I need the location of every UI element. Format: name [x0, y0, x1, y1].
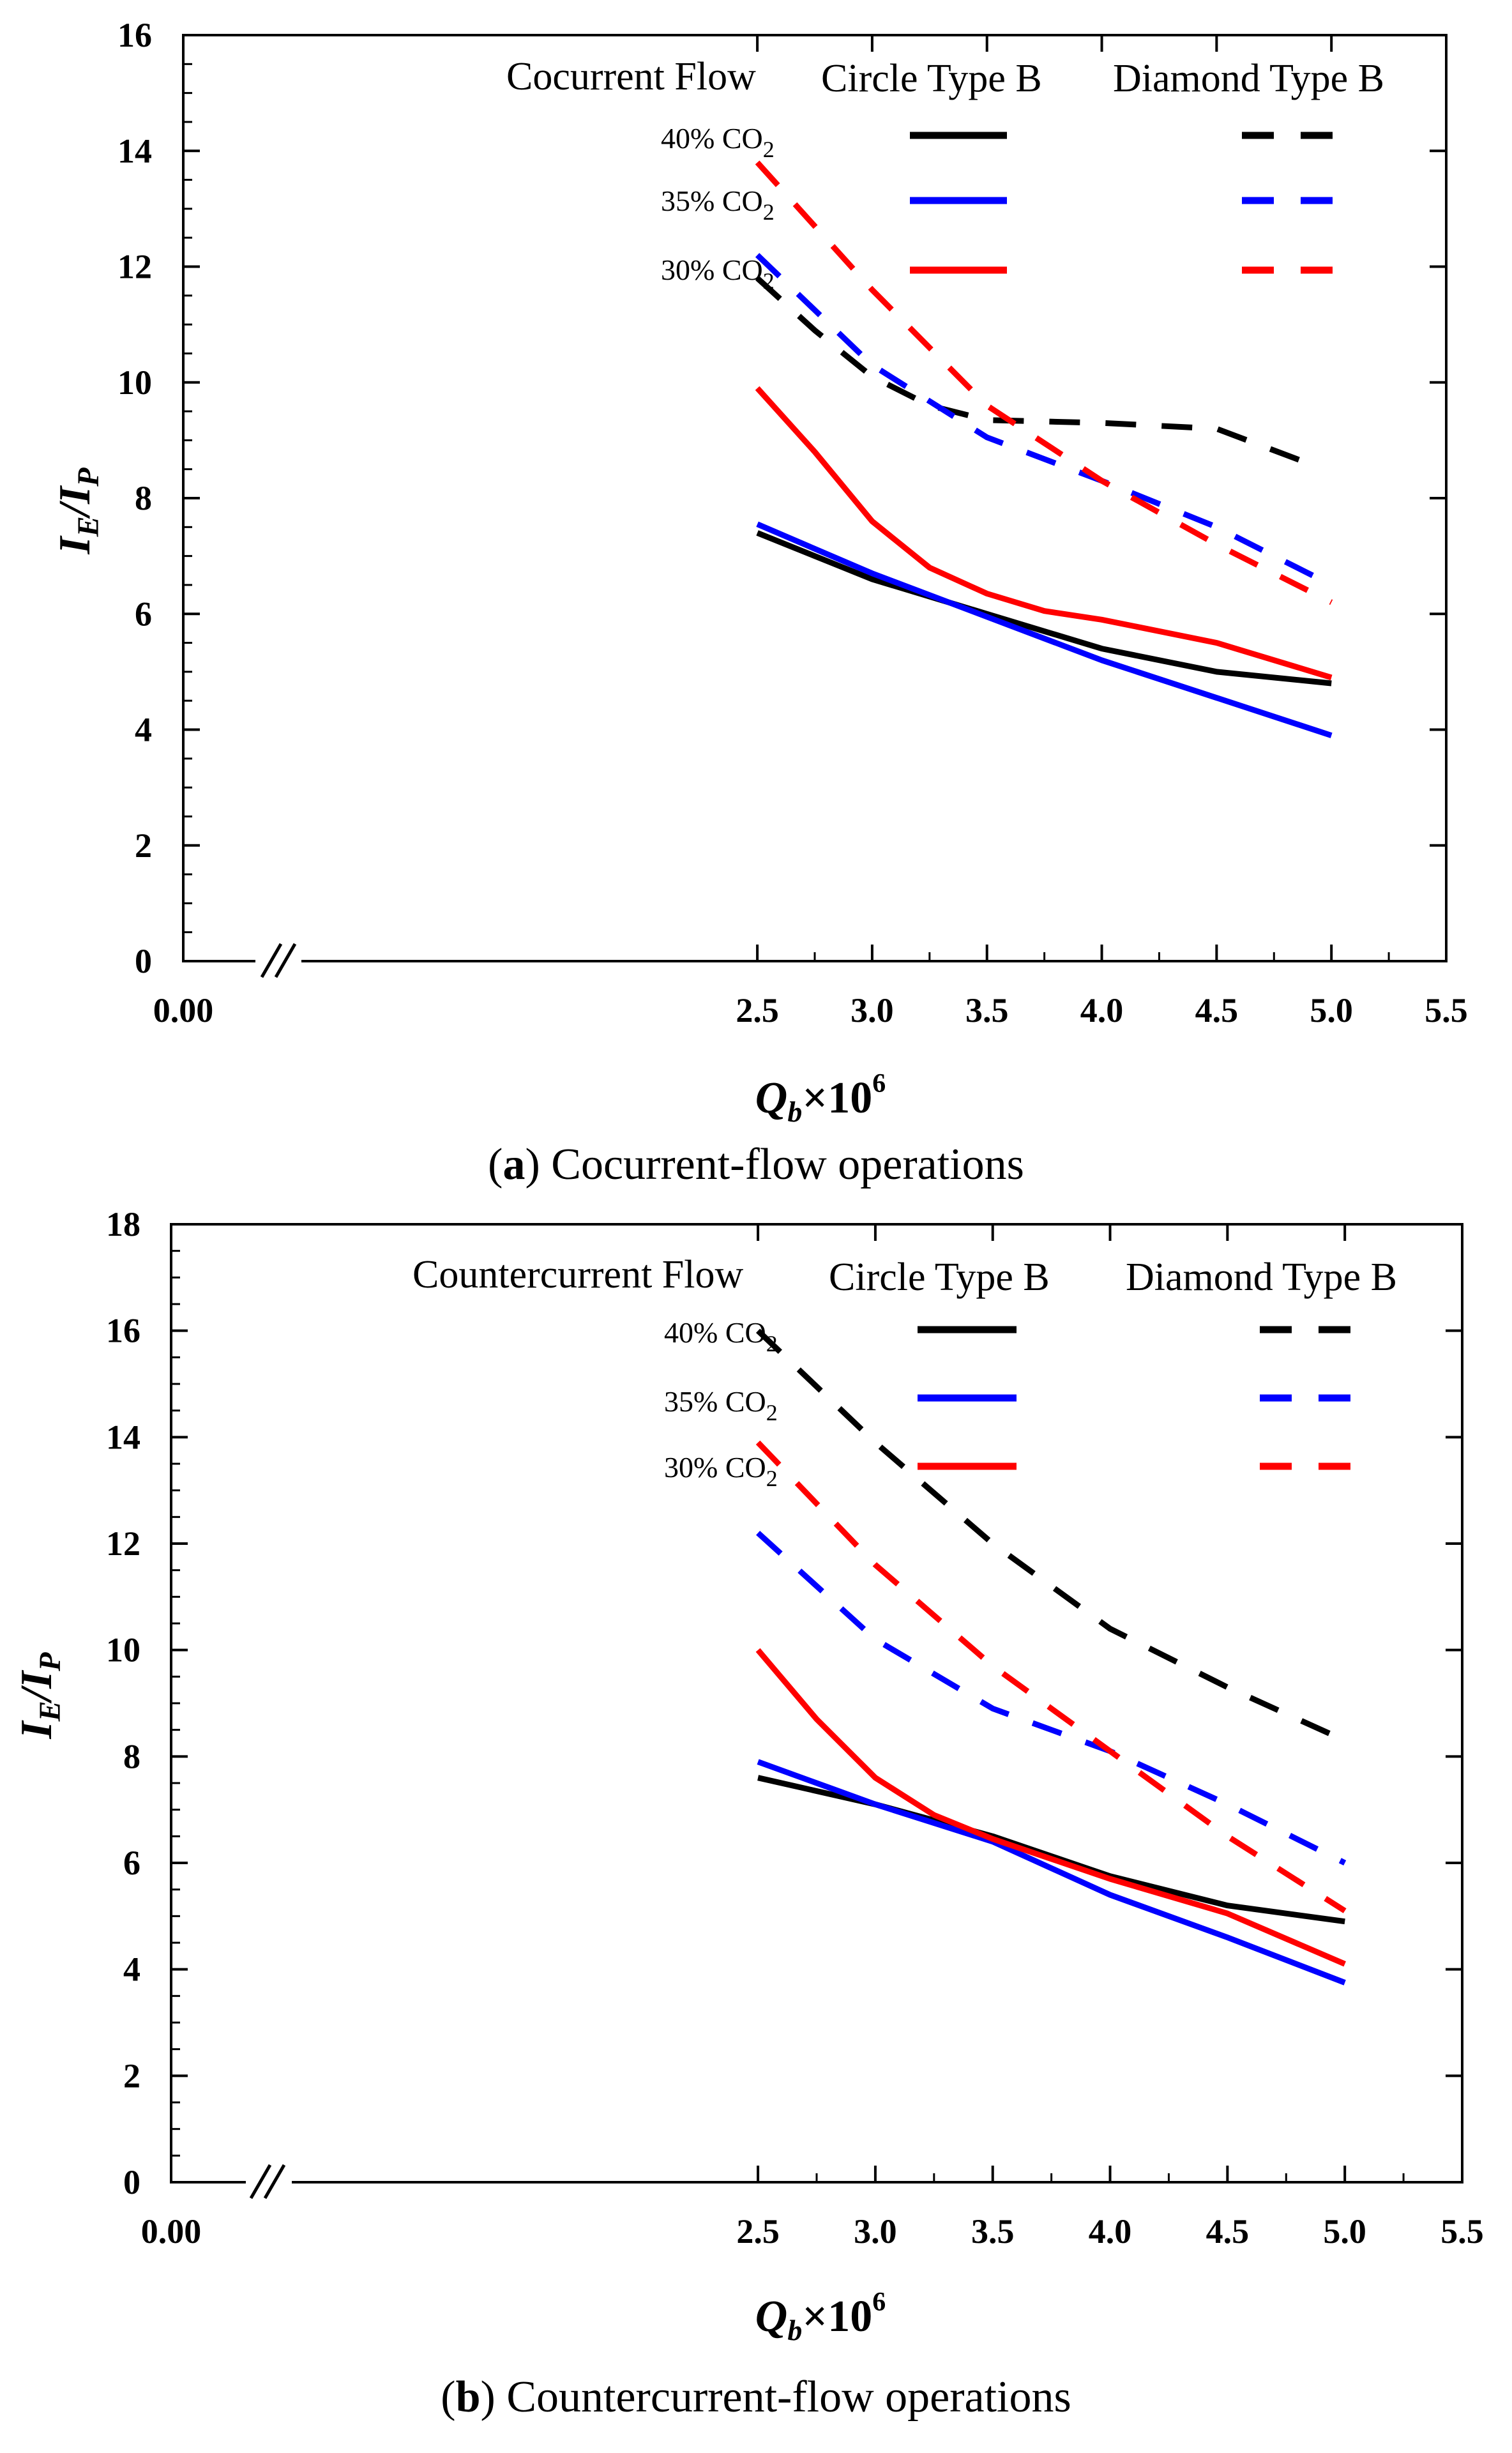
series-line-diamond-type-b-40-co2	[755, 1328, 1347, 1743]
x-axis-label-a: Qb×106	[755, 1069, 886, 1128]
y-tick-label: 0	[135, 942, 152, 980]
y-tick-label: 4	[123, 1950, 140, 1989]
x-tick-label: 3.0	[850, 991, 894, 1029]
series-group-b	[755, 1328, 1347, 1986]
y-tick-label: 16	[106, 1312, 140, 1350]
x-tick-label: 4.5	[1206, 2212, 1250, 2251]
plot-frame-b	[170, 1223, 1463, 2183]
legend-header-b: Countercurrent Flow	[412, 1253, 744, 1296]
axis-break-a	[255, 943, 301, 978]
series-group-a	[755, 160, 1333, 738]
chart-panel-b: 0 2 4 6 8 10 12 14 16 18 0.00 2.5 3.0 3.5 4.0 4.5 5.0 5.…	[12, 1205, 1484, 2422]
x-tick-label: 2.5	[736, 2212, 780, 2251]
y-axis-label-a: IE/IP	[50, 467, 105, 555]
x-tick-label: 0.00	[153, 991, 214, 1029]
plot-frame-a	[182, 34, 1448, 962]
series-line-diamond-type-b-30-co2	[755, 1440, 1347, 1913]
legend-row-30-a: 30% CO2	[661, 254, 775, 294]
y-tick-label: 16	[117, 16, 152, 54]
series-line-circle-type-b-40-co2	[757, 1775, 1345, 1925]
y-tick-label: 12	[106, 1524, 140, 1563]
y-tick-label: 2	[135, 826, 152, 865]
x-ticks-a: 0.00 2.5 3.0 3.5 4.0 4.5 5.0 5.5	[153, 35, 1468, 1029]
x-tick-label: 3.5	[965, 991, 1009, 1029]
series-line-diamond-type-b-30-co2	[755, 160, 1333, 605]
legend-col-circle-b: Circle Type B	[829, 1256, 1050, 1299]
legend-row-40-a: 40% CO2	[661, 122, 775, 162]
x-tick-label: 4.0	[1089, 2212, 1132, 2251]
y-axis-label-b: IE/IP	[12, 1652, 67, 1740]
x-tick-label: 5.0	[1323, 2212, 1366, 2251]
x-tick-label: 0.00	[141, 2212, 202, 2251]
legend-row-40-b: 40% CO2	[664, 1316, 778, 1356]
legend-header-a: Cocurrent Flow	[506, 55, 756, 98]
x-tick-label: 4.5	[1195, 991, 1239, 1029]
y-tick-label: 6	[135, 595, 152, 633]
y-tick-label: 10	[117, 363, 152, 402]
axis-break-b	[246, 2164, 292, 2199]
legend-col-circle-a: Circle Type B	[821, 57, 1042, 100]
legend-col-diamond-a: Diamond Type B	[1113, 57, 1384, 100]
legend-b: Countercurrent Flow Circle Type B Diamon…	[412, 1253, 1397, 1491]
caption-a: (a) Cocurrent-flow operations	[488, 1140, 1024, 1189]
series-line-diamond-type-b-35-co2	[755, 253, 1333, 588]
x-tick-label: 2.5	[736, 991, 779, 1029]
y-tick-label: 2	[123, 2056, 140, 2095]
legend-row-35-b: 35% CO2	[664, 1385, 778, 1425]
y-tick-label: 14	[117, 132, 152, 170]
x-tick-label: 4.0	[1080, 991, 1124, 1029]
y-tick-label: 12	[117, 248, 152, 286]
series-line-circle-type-b-30-co2	[755, 386, 1333, 681]
series-line-circle-type-b-40-co2	[756, 530, 1332, 687]
legend-a: Cocurrent Flow Circle Type B Diamond Typ…	[506, 55, 1384, 294]
y-tick-label: 8	[123, 1737, 140, 1775]
y-tick-label: 8	[135, 479, 152, 517]
legend-col-diamond-b: Diamond Type B	[1126, 1256, 1397, 1299]
y-tick-label: 10	[106, 1631, 140, 1669]
series-line-diamond-type-b-35-co2	[756, 1530, 1347, 1866]
x-ticks-b: 0.00 2.5 3.0 3.5 4.0 4.5 5.0 5.5	[141, 1224, 1484, 2251]
y-tick-label: 0	[123, 2163, 140, 2201]
x-axis-label-b: Qb×106	[755, 2288, 886, 2346]
x-tick-label: 5.5	[1440, 2212, 1484, 2251]
series-line-diamond-type-b-40-co2	[755, 276, 1310, 466]
y-ticks-a: 0 2 4 6 8 10 12 14 16	[117, 16, 1446, 980]
legend-row-35-a: 35% CO2	[661, 185, 775, 225]
x-tick-label: 5.0	[1310, 991, 1353, 1029]
caption-b: (b) Countercurrent-flow operations	[441, 2373, 1071, 2422]
y-tick-label: 18	[106, 1205, 140, 1243]
x-tick-label: 3.0	[854, 2212, 897, 2251]
y-tick-label: 14	[106, 1418, 140, 1456]
series-line-circle-type-b-35-co2	[756, 521, 1333, 738]
x-tick-label: 5.5	[1425, 991, 1468, 1029]
series-line-circle-type-b-30-co2	[755, 1648, 1346, 1967]
series-line-circle-type-b-35-co2	[757, 1759, 1346, 1986]
x-tick-label: 3.5	[971, 2212, 1015, 2251]
y-tick-label: 4	[135, 711, 152, 749]
legend-row-30-b: 30% CO2	[664, 1451, 778, 1491]
y-tick-label: 6	[123, 1844, 140, 1882]
